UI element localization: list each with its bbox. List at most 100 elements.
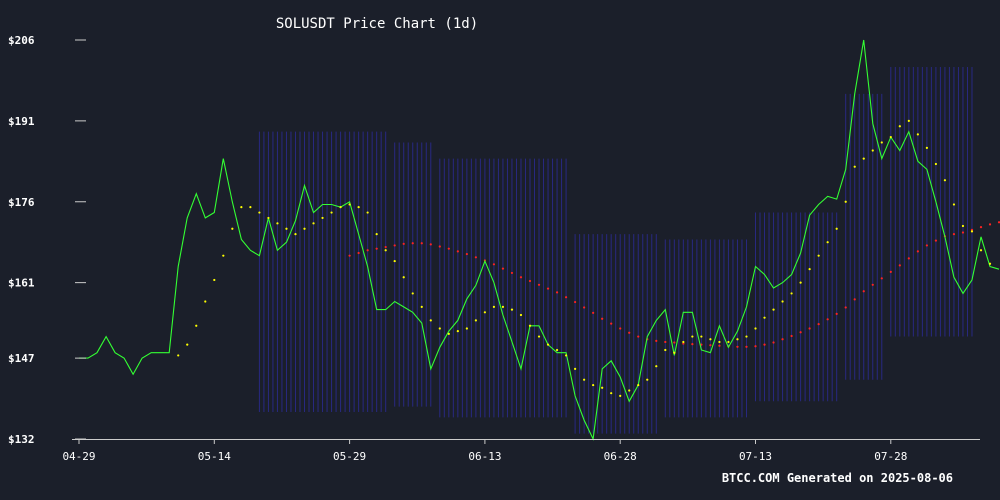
sar-point xyxy=(583,378,586,381)
sar-point xyxy=(601,386,604,389)
ma-point xyxy=(754,345,757,348)
ma-point xyxy=(628,331,631,334)
sar-point xyxy=(637,383,640,387)
y-tick-label: $176 xyxy=(8,196,35,209)
ma-point xyxy=(709,344,712,347)
sar-point xyxy=(709,338,712,341)
sar-point xyxy=(988,262,992,265)
sar-point xyxy=(718,340,721,344)
y-tick-label: $161 xyxy=(8,277,35,290)
sar-point xyxy=(862,157,865,160)
ma-point xyxy=(682,342,685,345)
x-tick-label: 07-13 xyxy=(739,450,772,463)
sar-point xyxy=(799,281,802,284)
ma-point xyxy=(546,287,550,290)
sar-point xyxy=(925,146,928,149)
sar-point xyxy=(402,276,405,279)
ma-point xyxy=(970,228,974,231)
ma-point xyxy=(790,334,793,338)
ma-point xyxy=(736,345,739,348)
sar-point xyxy=(555,348,559,352)
ma-point xyxy=(411,242,414,245)
ma-point xyxy=(366,249,369,252)
chart-title: SOLUSDT Price Chart (1d) xyxy=(276,16,478,32)
sar-point xyxy=(871,149,874,152)
ma-point xyxy=(555,291,559,294)
sar-point xyxy=(438,327,441,330)
ma-point xyxy=(817,323,820,326)
sar-point xyxy=(564,354,568,357)
ma-point xyxy=(420,242,423,245)
price-line xyxy=(79,39,1000,441)
y-tick-label: $206 xyxy=(8,34,35,47)
ma-point xyxy=(781,338,784,341)
ma-point xyxy=(808,327,811,330)
ma-point xyxy=(700,343,703,346)
ma-point xyxy=(528,279,532,283)
ma-point xyxy=(610,322,613,325)
ma-point xyxy=(429,243,432,246)
ma-point xyxy=(438,245,441,248)
x-tick-label: 05-29 xyxy=(333,450,366,463)
ma-point xyxy=(763,343,766,346)
ma-point xyxy=(916,250,919,253)
sar-point xyxy=(231,227,234,230)
sar-point xyxy=(186,343,189,346)
sar-point xyxy=(474,319,477,322)
sar-point xyxy=(465,327,468,330)
ma-point xyxy=(357,251,360,255)
sar-point xyxy=(781,300,784,303)
sar-point xyxy=(510,308,514,311)
ma-point xyxy=(601,317,604,320)
x-tick-label: 06-28 xyxy=(604,450,637,463)
sar-point xyxy=(321,216,324,220)
sar-point xyxy=(339,206,342,209)
ma-point xyxy=(691,343,694,346)
sar-point xyxy=(393,259,396,263)
ma-point xyxy=(519,276,523,279)
x-tick-label: 04-29 xyxy=(62,450,95,463)
ma-point xyxy=(799,331,802,334)
sar-point xyxy=(745,335,748,338)
sar-point xyxy=(384,249,387,252)
sar-point xyxy=(546,343,550,346)
sar-point xyxy=(907,119,910,122)
sar-point xyxy=(357,206,360,209)
sar-point xyxy=(177,354,180,357)
axes: $206 $191 $176 $161 $147 $132 04-29 05-14 05-29 0… xyxy=(8,34,980,463)
ma-point xyxy=(501,267,505,270)
sar-point xyxy=(303,227,306,230)
sar-point xyxy=(285,227,288,230)
sar-point xyxy=(195,324,198,327)
footer-credit: BTCC.COM Generated on 2025-08-06 xyxy=(722,471,953,485)
sar-point xyxy=(655,365,658,368)
ma-point xyxy=(772,341,775,344)
ma-point xyxy=(862,290,865,293)
sar-point xyxy=(574,367,577,371)
ma-point xyxy=(474,256,477,259)
sar-point xyxy=(700,335,703,338)
sar-point xyxy=(312,222,315,225)
sar-point xyxy=(501,305,505,308)
ma-point xyxy=(537,283,541,286)
ma-point xyxy=(745,345,748,348)
price-line-layer xyxy=(79,39,1000,441)
sar-point xyxy=(736,338,739,341)
ma-point xyxy=(510,271,514,275)
sar-point xyxy=(619,394,622,397)
ma-point xyxy=(880,277,883,280)
sar-point xyxy=(979,249,983,252)
ma-point xyxy=(592,311,595,314)
ma-point xyxy=(718,344,721,347)
sar-point xyxy=(664,348,667,352)
y-tick-label: $191 xyxy=(8,115,35,128)
sar-point xyxy=(249,206,252,209)
sar-point xyxy=(889,135,892,139)
sar-point xyxy=(817,254,820,257)
sar-point xyxy=(727,340,730,344)
sar-point xyxy=(366,211,369,214)
parabolic-sar-layer xyxy=(177,119,992,397)
ma-point xyxy=(907,257,910,260)
sar-point xyxy=(880,141,883,144)
sar-point xyxy=(898,125,901,128)
